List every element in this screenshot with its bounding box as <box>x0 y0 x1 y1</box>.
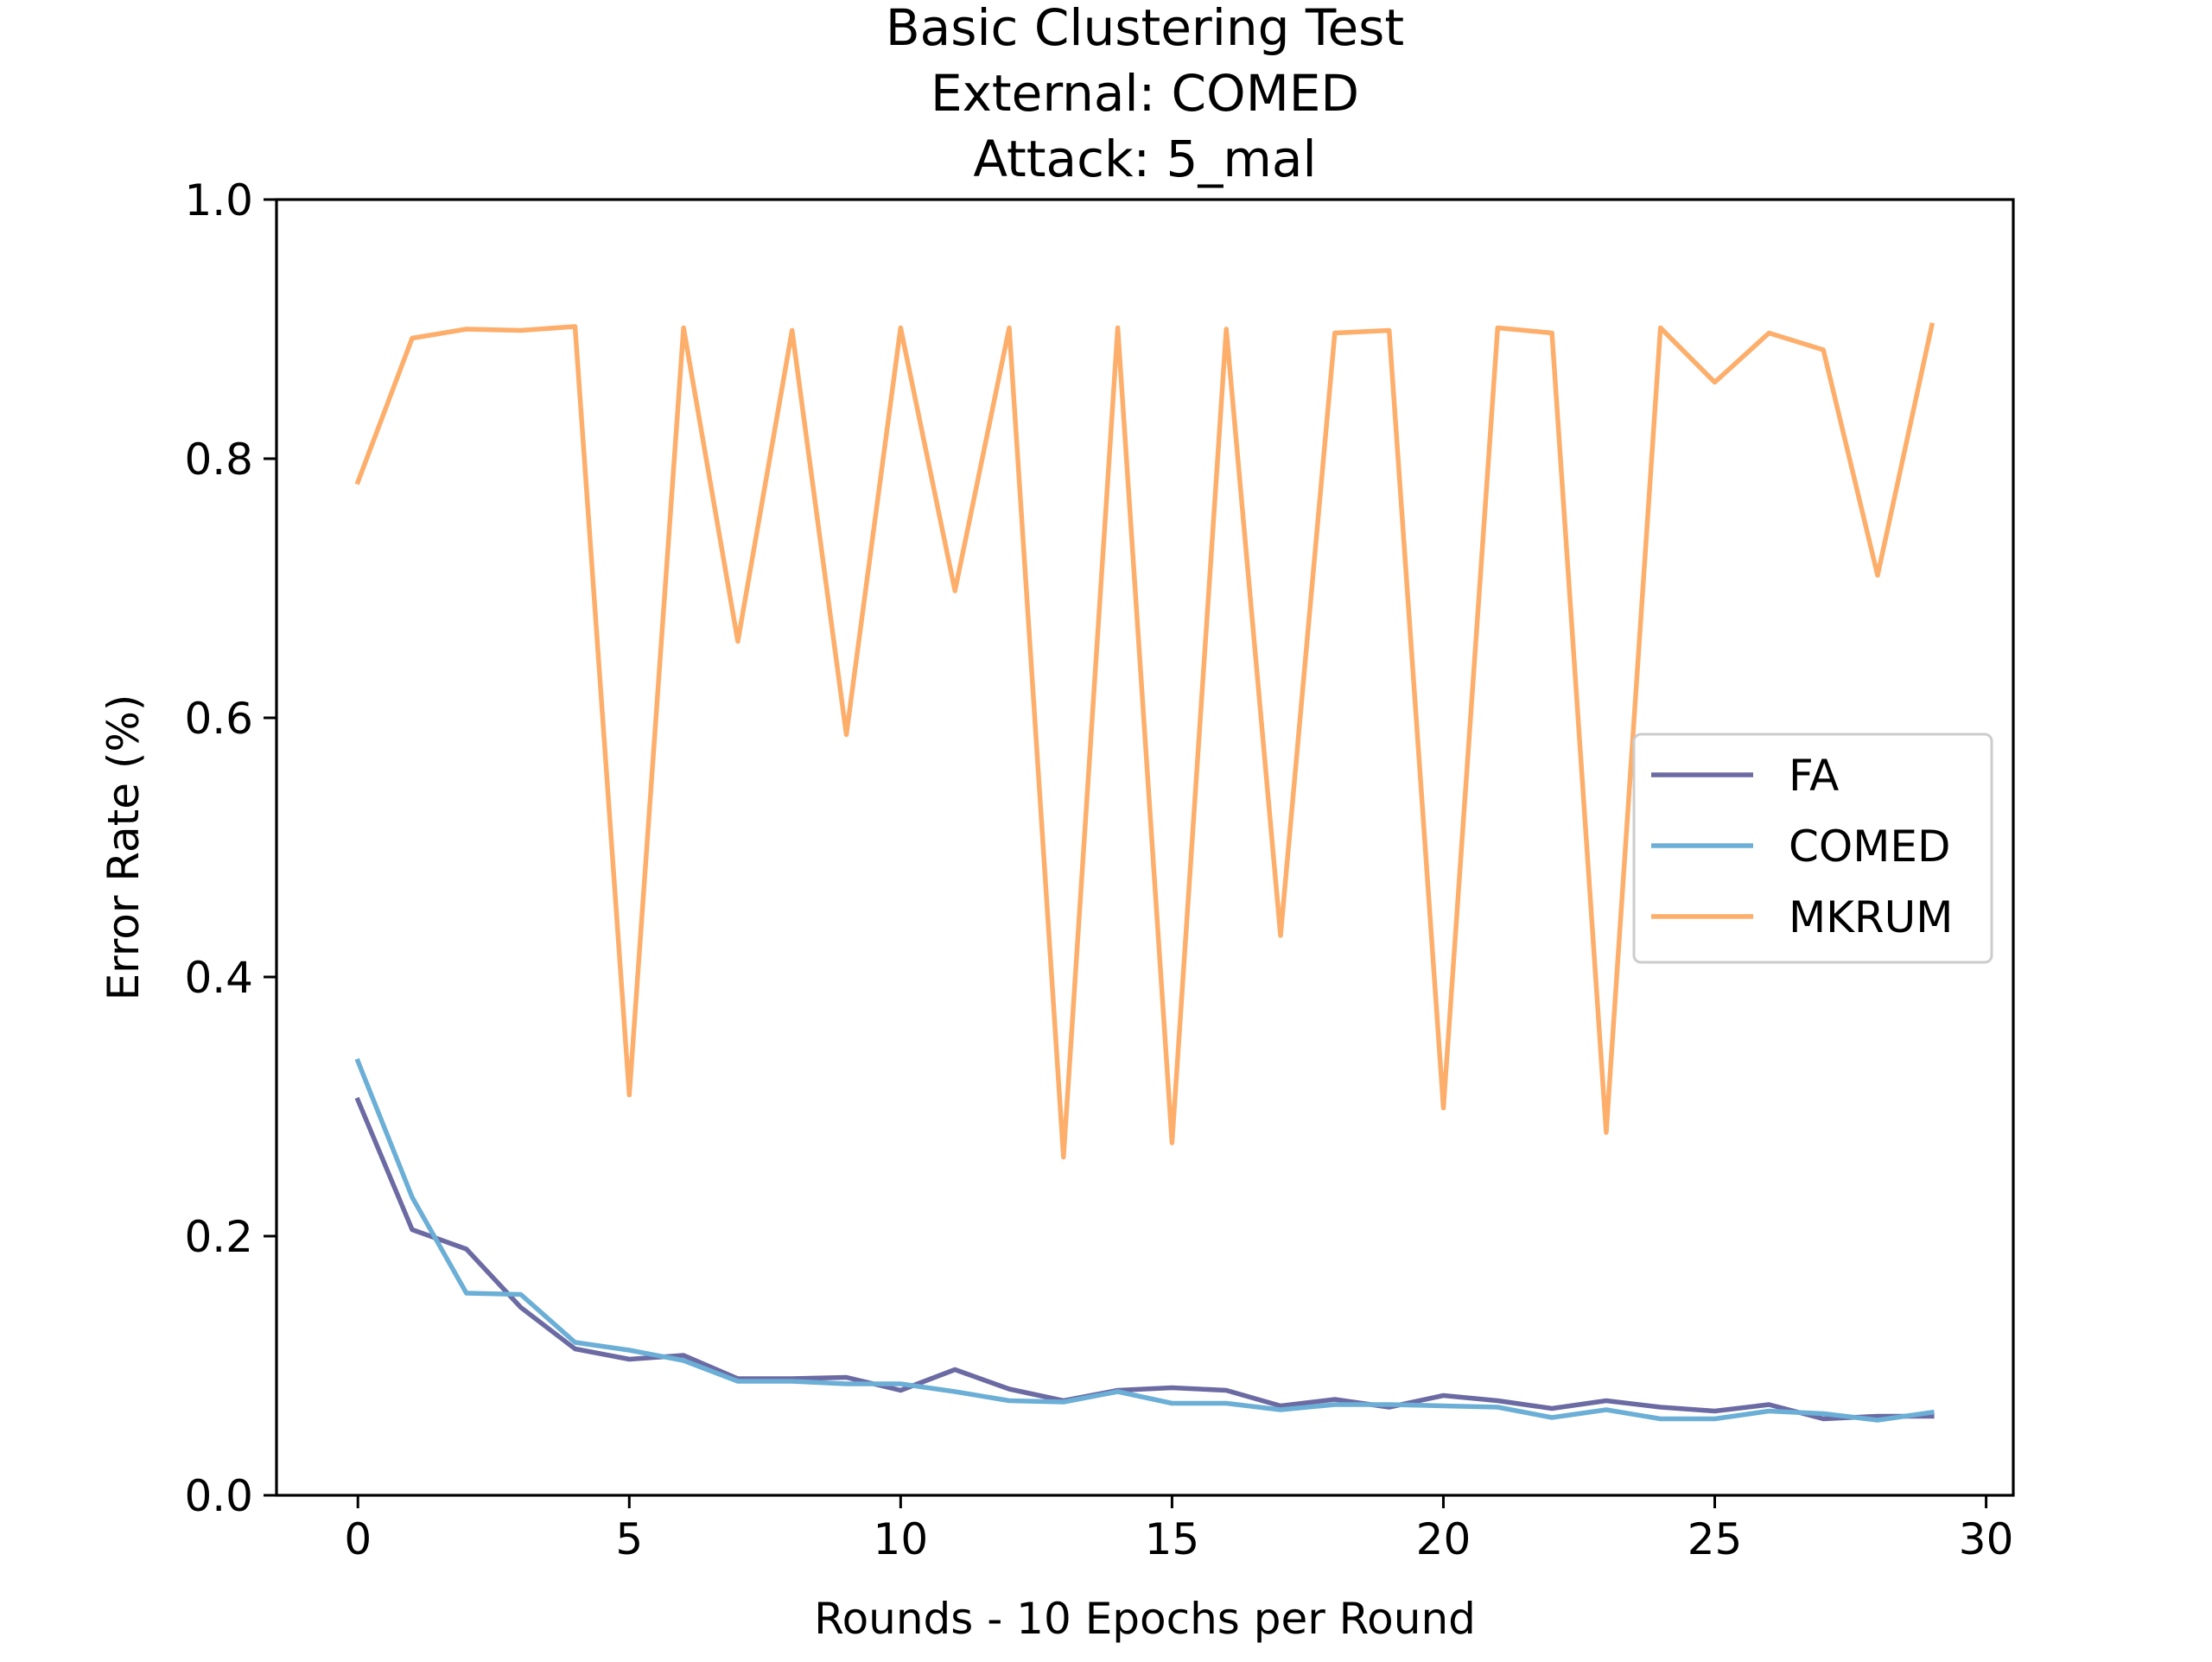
y-tick-label: 0.8 <box>184 435 253 485</box>
y-tick-label: 0.2 <box>184 1212 253 1262</box>
title-line-2: External: COMED <box>931 64 1359 123</box>
y-tick-label: 1.0 <box>184 175 253 225</box>
legend-label-comed: COMED <box>1789 821 1951 872</box>
title-line-1: Basic Clustering Test <box>886 0 1404 57</box>
legend-label-fa: FA <box>1789 751 1839 801</box>
series-line-fa <box>354 1096 1935 1422</box>
x-tick-label: 0 <box>344 1514 372 1564</box>
x-axis-label: Rounds - 10 Epochs per Round <box>814 1594 1476 1644</box>
legend: FA COMED MKRUM <box>1632 733 1993 964</box>
title-line-3: Attack: 5_mal <box>973 130 1316 188</box>
x-tick-label: 10 <box>874 1514 929 1564</box>
y-axis-ticks: 0.0 0.2 0.4 0.6 0.8 1.0 <box>184 175 276 1521</box>
x-tick-label: 20 <box>1416 1514 1471 1564</box>
y-tick-label: 0.6 <box>184 694 253 744</box>
y-tick-label: 0.0 <box>184 1471 253 1521</box>
plot-frame <box>275 198 2015 1497</box>
y-axis-label: Error Rate (%) <box>99 695 149 1001</box>
x-tick-label: 5 <box>615 1514 643 1564</box>
series-lines <box>354 322 1936 1423</box>
x-axis-ticks: 0 5 10 15 20 25 30 <box>344 1495 2013 1564</box>
series-line-mkrum <box>354 322 1936 1160</box>
y-tick-label: 0.4 <box>184 953 253 1003</box>
chart-title: Basic Clustering Test External: COMED Atta… <box>886 0 1404 188</box>
x-tick-label: 25 <box>1688 1514 1743 1564</box>
legend-box <box>1632 733 1993 964</box>
x-tick-label: 15 <box>1145 1514 1200 1564</box>
legend-label-mkrum: MKRUM <box>1789 892 1953 942</box>
series-line-comed <box>354 1057 1935 1423</box>
x-tick-label: 30 <box>1959 1514 2014 1564</box>
